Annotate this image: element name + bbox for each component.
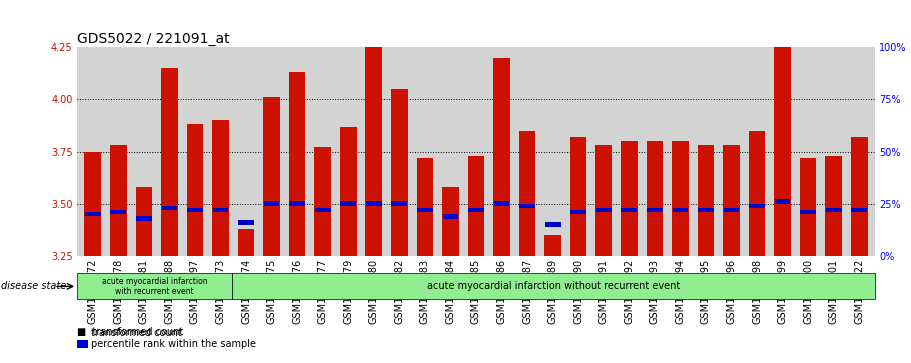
Bar — [110, 145, 127, 256]
Bar — [545, 222, 560, 227]
Bar — [545, 235, 561, 256]
Bar — [851, 137, 867, 256]
Bar — [647, 141, 663, 256]
Bar — [468, 208, 484, 212]
Bar — [289, 72, 305, 256]
Text: ■  transformed count: ■ transformed count — [77, 327, 184, 337]
Bar — [366, 201, 382, 206]
Bar — [519, 204, 535, 208]
Bar — [442, 187, 459, 256]
Bar — [187, 208, 203, 212]
Text: transformed count: transformed count — [91, 328, 182, 338]
Bar — [749, 131, 765, 256]
Bar — [85, 152, 101, 256]
Bar — [263, 97, 280, 256]
Bar — [800, 210, 816, 215]
Bar — [315, 208, 331, 212]
Bar — [698, 145, 714, 256]
Bar — [212, 208, 229, 212]
Bar — [263, 201, 280, 206]
Bar — [365, 47, 382, 256]
Bar — [723, 208, 740, 212]
Bar — [416, 158, 434, 256]
Text: percentile rank within the sample: percentile rank within the sample — [91, 339, 256, 349]
Bar — [314, 147, 331, 256]
Bar — [494, 201, 509, 206]
Bar — [110, 210, 127, 215]
Bar — [238, 229, 254, 256]
Bar — [672, 141, 689, 256]
Bar — [417, 208, 433, 212]
Text: disease state: disease state — [1, 281, 67, 291]
Bar — [825, 208, 842, 212]
Text: acute myocardial infarction
with recurrent event: acute myocardial infarction with recurre… — [102, 277, 208, 296]
Bar — [774, 47, 791, 256]
Bar — [391, 89, 407, 256]
Bar — [340, 126, 356, 256]
Bar — [774, 199, 791, 204]
Bar — [825, 156, 842, 256]
Bar — [161, 68, 178, 256]
Bar — [392, 201, 407, 206]
Bar — [749, 204, 765, 208]
Bar — [238, 220, 254, 225]
Bar — [467, 156, 485, 256]
Bar — [672, 208, 689, 212]
Bar — [647, 208, 662, 212]
Bar — [161, 205, 178, 210]
Bar — [621, 141, 638, 256]
Bar — [136, 216, 152, 221]
Text: acute myocardial infarction without recurrent event: acute myocardial infarction without recu… — [426, 281, 680, 291]
Bar — [212, 120, 229, 256]
Bar — [570, 210, 586, 215]
Bar — [621, 208, 637, 212]
Bar — [85, 212, 100, 216]
Bar — [800, 158, 816, 256]
Bar — [596, 208, 611, 212]
Bar — [187, 125, 203, 256]
Bar — [290, 201, 305, 206]
Text: GDS5022 / 221091_at: GDS5022 / 221091_at — [77, 32, 230, 46]
Bar — [596, 145, 612, 256]
Bar — [852, 208, 867, 212]
Bar — [723, 145, 740, 256]
Bar — [518, 131, 536, 256]
Bar — [698, 208, 714, 212]
Bar — [341, 201, 356, 206]
Bar — [136, 187, 152, 256]
Bar — [493, 58, 510, 256]
Bar — [443, 214, 458, 219]
Bar — [570, 137, 587, 256]
